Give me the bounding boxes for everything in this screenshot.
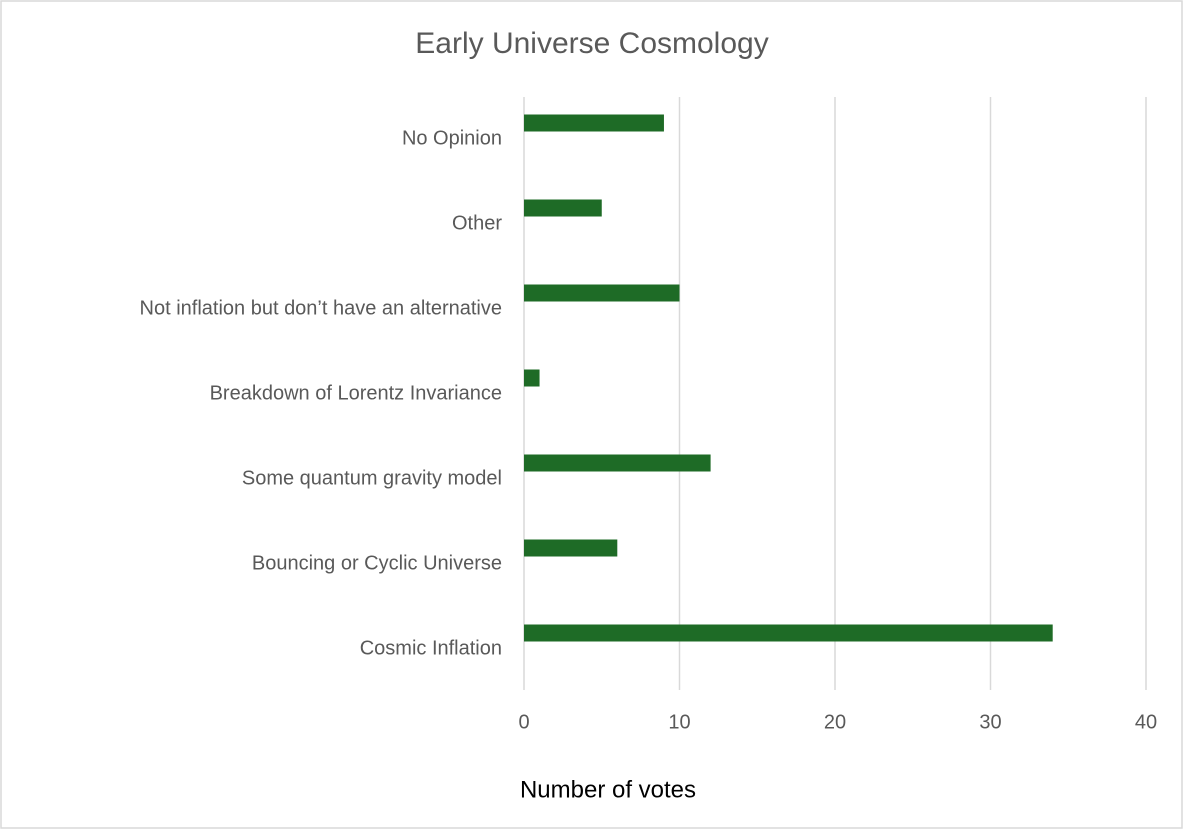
bar (524, 369, 540, 387)
bar (524, 624, 1053, 642)
bar (524, 114, 664, 132)
bar (524, 454, 711, 472)
y-tick-label: No Opinion (402, 127, 502, 149)
x-tick-label: 0 (518, 711, 529, 733)
y-tick-label: Other (452, 212, 502, 234)
y-tick-label: Breakdown of Lorentz Invariance (210, 382, 502, 404)
y-tick-label: Not inflation but don’t have an alternat… (140, 297, 502, 319)
chart-title: Early Universe Cosmology (415, 27, 768, 60)
bar (524, 539, 618, 557)
bar (524, 199, 602, 217)
y-tick-label: Bouncing or Cyclic Universe (252, 552, 502, 574)
y-tick-label: Some quantum gravity model (242, 467, 502, 489)
x-tick-label: 20 (824, 711, 846, 733)
x-tick-label: 10 (668, 711, 690, 733)
x-tick-label: 40 (1135, 711, 1157, 733)
y-tick-label: Cosmic Inflation (360, 637, 502, 659)
x-axis-title: Number of votes (520, 776, 696, 803)
x-tick-label: 30 (979, 711, 1001, 733)
bar (524, 284, 680, 302)
